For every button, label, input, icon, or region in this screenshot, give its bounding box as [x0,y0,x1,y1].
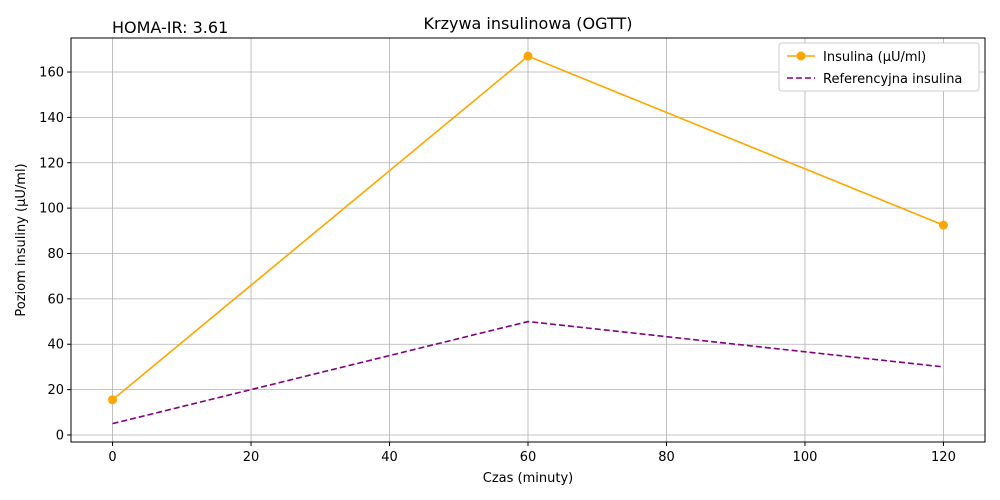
y-axis-label: Poziom insuliny (µU/ml) [14,163,29,316]
legend-label-insulin: Insulina (µU/ml) [823,50,926,65]
data-point [938,220,948,230]
y-tick-label: 60 [47,292,64,307]
y-tick-label: 20 [47,383,64,398]
x-tick-label: 20 [243,450,260,465]
homa-ir-annotation: HOMA-IR: 3.61 [112,18,228,37]
y-tick-label: 80 [47,247,64,262]
y-tick-label: 0 [56,428,64,443]
x-tick-label: 60 [520,450,537,465]
series-group [108,51,948,425]
y-axis-ticks: 0 20 40 60 80 100 120 140 160 [39,66,71,443]
data-point [523,51,533,61]
chart-title: Krzywa insulinowa (OGTT) [424,14,633,33]
y-tick-label: 40 [47,338,64,353]
y-tick-label: 120 [39,156,64,171]
y-tick-label: 140 [39,111,64,126]
grid [71,38,985,442]
data-point [108,395,118,405]
x-tick-label: 80 [658,450,675,465]
x-axis-label: Czas (minuty) [483,471,573,486]
legend: Insulina (µU/ml) Referencyjna insulina [778,42,980,92]
y-tick-label: 100 [39,202,64,217]
legend-marker-insulin [796,51,806,61]
legend-box [778,42,980,92]
legend-label-reference: Referencyjna insulina [823,72,962,87]
x-tick-label: 100 [793,450,818,465]
x-tick-label: 0 [108,450,116,465]
x-axis-ticks: 0 20 40 60 80 100 120 [108,442,956,465]
series-line-1 [112,320,944,425]
x-tick-label: 40 [381,450,398,465]
x-tick-label: 120 [931,450,956,465]
y-tick-label: 160 [39,66,64,81]
